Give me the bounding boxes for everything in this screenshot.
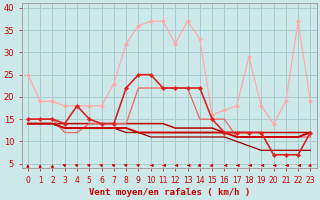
X-axis label: Vent moyen/en rafales ( km/h ): Vent moyen/en rafales ( km/h ) — [89, 188, 250, 197]
